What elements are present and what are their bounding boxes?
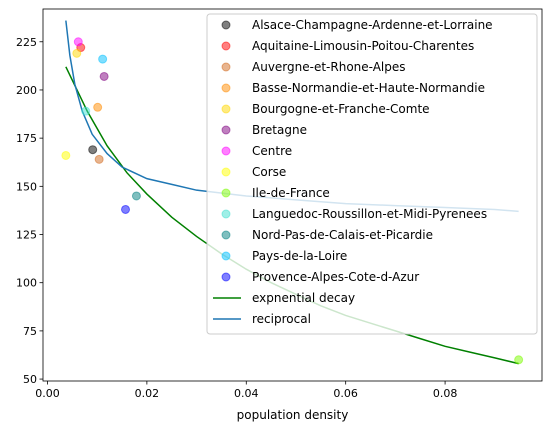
data-point-12 — [121, 204, 131, 214]
legend-marker — [221, 167, 231, 177]
legend-label: Alsace-Champagne-Ardenne-et-Lorraine — [252, 18, 493, 32]
legend-label: Nord-Pas-de-Calais-et-Picardie — [252, 228, 433, 242]
legend-marker — [221, 125, 231, 135]
data-point-10 — [131, 191, 141, 201]
data-point-7 — [61, 150, 71, 160]
y-tick-label: 50 — [23, 373, 37, 386]
legend-label: Corse — [252, 165, 286, 179]
data-point-8 — [514, 355, 524, 365]
x-tick-label: 0.04 — [234, 387, 259, 400]
legend-marker — [221, 272, 231, 282]
y-tick-label: 125 — [16, 229, 37, 242]
legend-label: Aquitaine-Limousin-Poitou-Charentes — [252, 39, 474, 53]
legend-label: Bourgogne-et-Franche-Comte — [252, 102, 430, 116]
legend-label: expnential decay — [252, 291, 355, 305]
y-tick-label: 225 — [16, 36, 37, 49]
x-tick-label: 0.06 — [333, 387, 358, 400]
data-point-11 — [98, 54, 108, 64]
legend-marker — [221, 209, 231, 219]
legend-marker — [221, 62, 231, 72]
y-tick-label: 200 — [16, 84, 37, 97]
legend-marker — [221, 104, 231, 114]
legend-marker — [221, 20, 231, 30]
legend-marker — [221, 230, 231, 240]
legend-label: Ile-de-France — [252, 186, 330, 200]
x-axis-label: population density — [237, 408, 349, 422]
y-tick-label: 150 — [16, 180, 37, 193]
legend-label: Basse-Normandie-et-Haute-Normandie — [252, 81, 485, 95]
legend-label: reciprocal — [252, 312, 311, 326]
data-point-9 — [81, 106, 91, 116]
legend-label: Pays-de-la-Loire — [252, 249, 347, 263]
data-point-5 — [99, 71, 109, 81]
legend-marker — [221, 188, 231, 198]
data-point-2 — [94, 154, 104, 164]
y-tick-label: 75 — [23, 325, 37, 338]
plot-frame — [42, 8, 543, 382]
legend-label: Languedoc-Roussillon-et-Midi-Pyrenees — [252, 207, 487, 221]
legend-marker — [221, 41, 231, 51]
y-tick-label: 100 — [16, 277, 37, 290]
legend-label: Provence-Alpes-Cote-d-Azur — [252, 270, 419, 284]
x-tick-label: 0.00 — [35, 387, 60, 400]
x-tick-label: 0.02 — [135, 387, 160, 400]
legend-marker — [221, 251, 231, 261]
legend-label: Auvergne-et-Rhone-Alpes — [252, 60, 406, 74]
legend-label: Bretagne — [252, 123, 307, 137]
data-point-4 — [72, 48, 82, 58]
legend-label: Centre — [252, 144, 292, 158]
y-tick-label: 175 — [16, 132, 37, 145]
legend-box — [206, 13, 538, 335]
data-point-3 — [93, 102, 103, 112]
data-point-6 — [73, 37, 83, 47]
x-tick-label: 0.08 — [433, 387, 458, 400]
data-point-0 — [88, 145, 98, 155]
legend-marker — [221, 83, 231, 93]
legend-marker — [221, 146, 231, 156]
